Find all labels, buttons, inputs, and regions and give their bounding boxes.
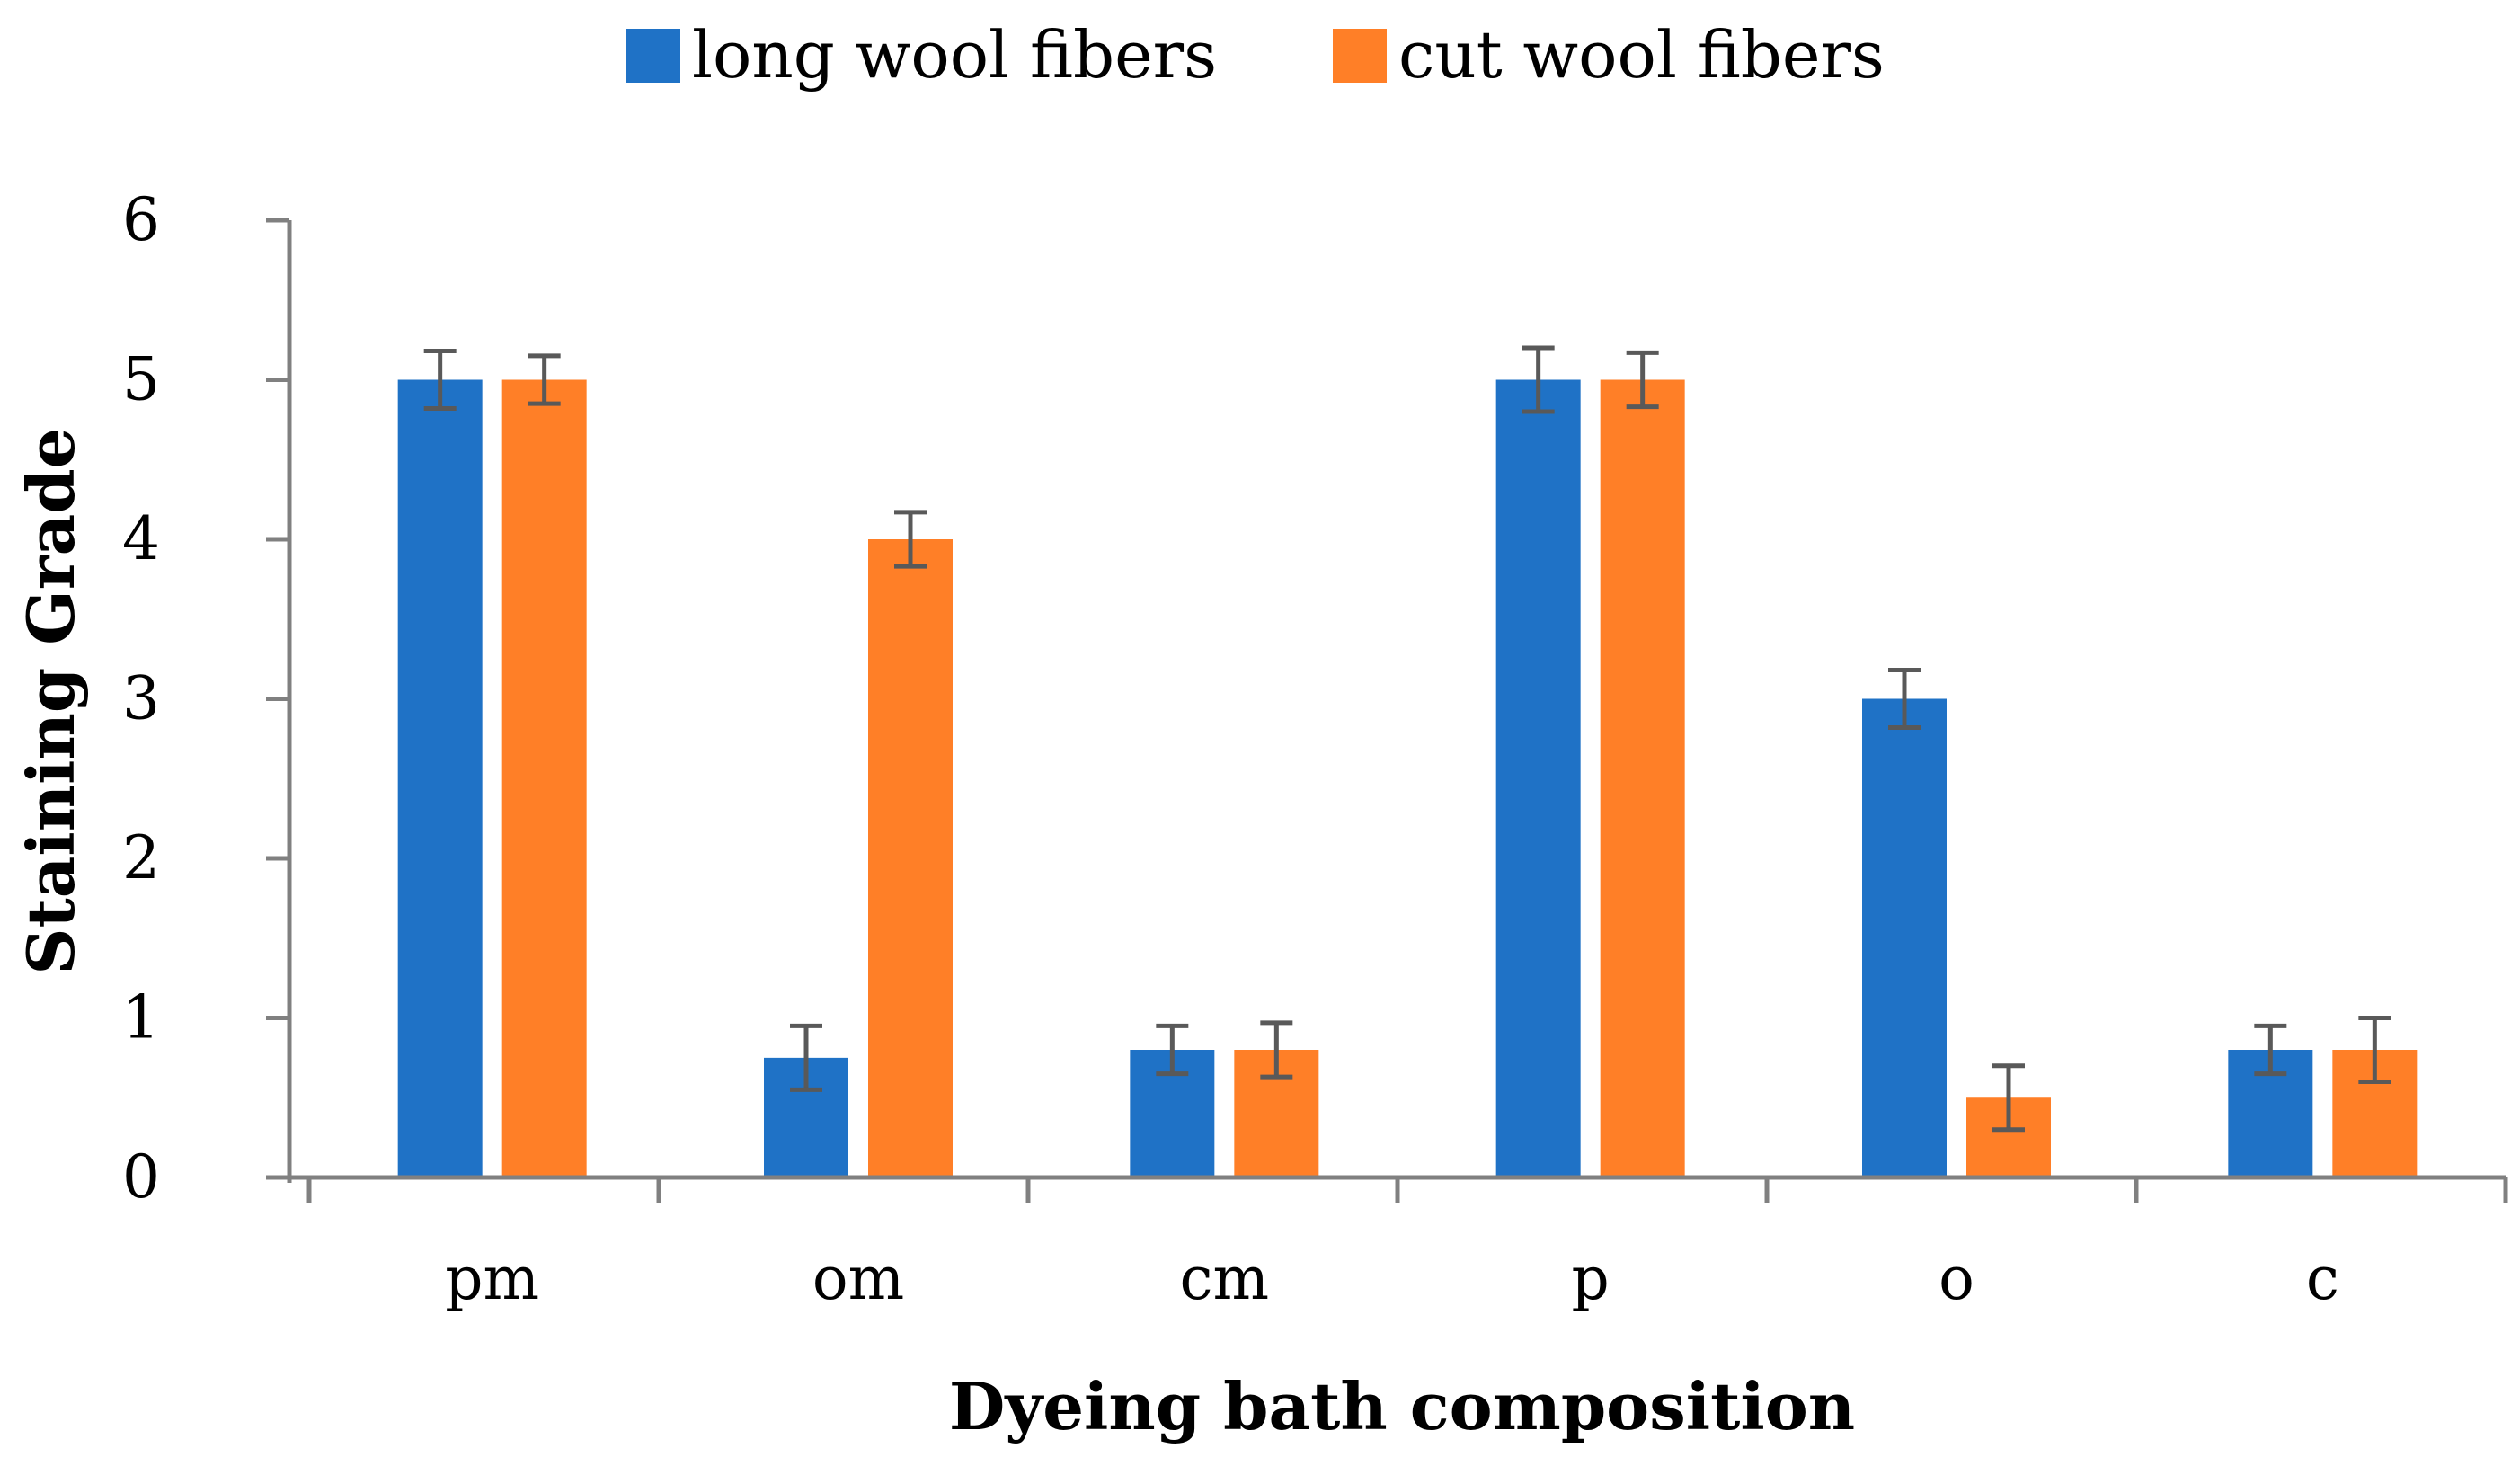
bar-long-wool-fibers-pm xyxy=(397,379,483,1177)
bar-cut-wool-fibers-p xyxy=(1600,379,1685,1177)
bar-cut-wool-fibers-om xyxy=(868,539,953,1177)
x-tick-label-cm: cm xyxy=(1180,1244,1270,1313)
bar-long-wool-fibers-o xyxy=(1862,698,1947,1177)
x-tick-label-c: c xyxy=(2306,1244,2339,1313)
axes-group: 0 1 2 3 4 5 6 pm om cm p o c xyxy=(122,185,2508,1313)
y-tick-label-6: 6 xyxy=(122,185,160,254)
y-axis-title: Staining Grade xyxy=(13,428,89,975)
bar-long-wool-fibers-p xyxy=(1495,379,1581,1177)
legend-swatch-long-wool-fibers xyxy=(626,29,680,83)
legend: long wool fibers cut wool fibers xyxy=(626,17,1885,93)
x-tick-label-p: p xyxy=(1572,1244,1610,1313)
y-tick-label-3: 3 xyxy=(122,664,160,733)
y-tick-label-5: 5 xyxy=(122,345,160,414)
y-tick-label-1: 1 xyxy=(122,983,160,1053)
legend-label-long-wool-fibers: long wool fibers xyxy=(692,17,1217,93)
bars-group xyxy=(397,379,2418,1177)
error-bars-group xyxy=(423,345,2391,1133)
legend-swatch-cut-wool-fibers xyxy=(1333,29,1387,83)
x-tick-label-pm: pm xyxy=(445,1244,539,1313)
legend-label-cut-wool-fibers: cut wool fibers xyxy=(1398,17,1885,93)
bar-cut-wool-fibers-pm xyxy=(501,379,587,1177)
y-tick-label-2: 2 xyxy=(122,823,160,893)
x-tick-label-om: om xyxy=(812,1244,904,1313)
y-tick-label-0: 0 xyxy=(122,1142,160,1212)
x-axis-title: Dyeing bath composition xyxy=(949,1368,1855,1444)
x-tick-label-o: o xyxy=(1939,1244,1974,1313)
y-tick-label-4: 4 xyxy=(122,504,160,573)
